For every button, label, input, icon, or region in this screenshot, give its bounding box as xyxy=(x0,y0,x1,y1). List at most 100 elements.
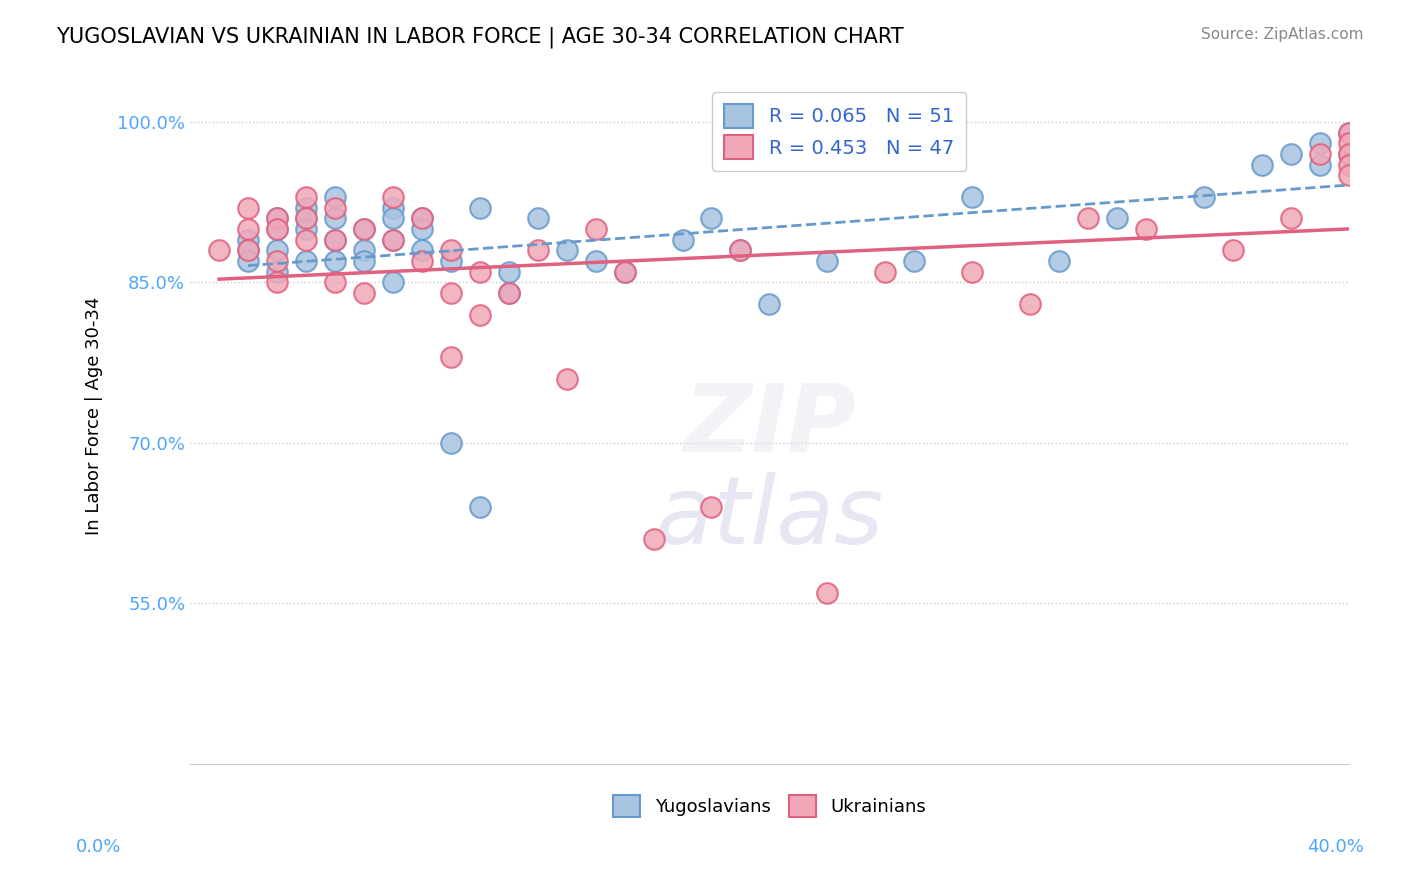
Point xyxy=(323,276,346,290)
Point xyxy=(960,265,983,279)
Point xyxy=(266,211,288,226)
Point xyxy=(323,211,346,226)
Point xyxy=(236,233,259,247)
Point xyxy=(295,222,318,236)
Point xyxy=(1019,297,1042,311)
Point xyxy=(295,211,318,226)
Point xyxy=(1337,169,1360,183)
Point xyxy=(381,233,404,247)
Point xyxy=(1192,190,1215,204)
Point xyxy=(323,201,346,215)
Text: ZIP: ZIP xyxy=(683,380,856,472)
Point xyxy=(700,500,723,514)
Point xyxy=(236,244,259,258)
Point xyxy=(323,254,346,268)
Point xyxy=(295,190,318,204)
Point xyxy=(1279,211,1302,226)
Text: 40.0%: 40.0% xyxy=(1308,838,1364,855)
Point xyxy=(815,585,838,599)
Point xyxy=(295,233,318,247)
Point xyxy=(411,222,433,236)
Point xyxy=(613,265,636,279)
Point xyxy=(1105,211,1128,226)
Point xyxy=(468,201,491,215)
Point xyxy=(353,244,375,258)
Point xyxy=(208,244,231,258)
Point xyxy=(875,265,897,279)
Point xyxy=(1279,147,1302,161)
Point xyxy=(381,190,404,204)
Point xyxy=(468,308,491,322)
Point xyxy=(498,265,520,279)
Text: 0.0%: 0.0% xyxy=(76,838,121,855)
Point xyxy=(323,190,346,204)
Point xyxy=(1337,147,1360,161)
Point xyxy=(266,265,288,279)
Point xyxy=(1337,126,1360,140)
Point xyxy=(1337,136,1360,151)
Point xyxy=(730,244,752,258)
Point xyxy=(1337,158,1360,172)
Point xyxy=(266,222,288,236)
Point xyxy=(440,436,463,450)
Point xyxy=(643,532,665,546)
Point xyxy=(585,222,607,236)
Point xyxy=(266,222,288,236)
Point xyxy=(1135,222,1157,236)
Point xyxy=(815,254,838,268)
Point xyxy=(555,372,578,386)
Point xyxy=(468,500,491,514)
Point xyxy=(353,286,375,301)
Point xyxy=(613,265,636,279)
Point xyxy=(381,201,404,215)
Point xyxy=(411,211,433,226)
Point xyxy=(381,233,404,247)
Point xyxy=(903,254,925,268)
Point xyxy=(468,265,491,279)
Point xyxy=(526,211,548,226)
Point xyxy=(353,222,375,236)
Y-axis label: In Labor Force | Age 30-34: In Labor Force | Age 30-34 xyxy=(86,297,103,535)
Point xyxy=(700,211,723,226)
Point xyxy=(295,254,318,268)
Point xyxy=(1309,136,1331,151)
Point xyxy=(960,190,983,204)
Point xyxy=(411,254,433,268)
Point xyxy=(295,201,318,215)
Point xyxy=(1337,126,1360,140)
Point xyxy=(1251,158,1274,172)
Point xyxy=(1337,147,1360,161)
Point xyxy=(411,244,433,258)
Point xyxy=(498,286,520,301)
Text: Source: ZipAtlas.com: Source: ZipAtlas.com xyxy=(1201,27,1364,42)
Point xyxy=(498,286,520,301)
Point xyxy=(1077,211,1099,226)
Point xyxy=(440,244,463,258)
Legend: Yugoslavians, Ukrainians: Yugoslavians, Ukrainians xyxy=(606,788,934,824)
Text: YUGOSLAVIAN VS UKRAINIAN IN LABOR FORCE | AGE 30-34 CORRELATION CHART: YUGOSLAVIAN VS UKRAINIAN IN LABOR FORCE … xyxy=(56,27,904,48)
Point xyxy=(671,233,693,247)
Point xyxy=(758,297,780,311)
Point xyxy=(1222,244,1244,258)
Point xyxy=(236,222,259,236)
Point xyxy=(381,211,404,226)
Point xyxy=(411,211,433,226)
Point xyxy=(381,276,404,290)
Point xyxy=(1047,254,1070,268)
Point xyxy=(266,254,288,268)
Text: atlas: atlas xyxy=(655,472,883,563)
Point xyxy=(440,286,463,301)
Point xyxy=(1309,147,1331,161)
Point xyxy=(236,244,259,258)
Point xyxy=(555,244,578,258)
Point xyxy=(266,276,288,290)
Point xyxy=(440,351,463,365)
Point xyxy=(236,201,259,215)
Point xyxy=(353,254,375,268)
Point xyxy=(526,244,548,258)
Point xyxy=(323,233,346,247)
Point xyxy=(236,254,259,268)
Point xyxy=(440,254,463,268)
Point xyxy=(266,244,288,258)
Point xyxy=(1309,158,1331,172)
